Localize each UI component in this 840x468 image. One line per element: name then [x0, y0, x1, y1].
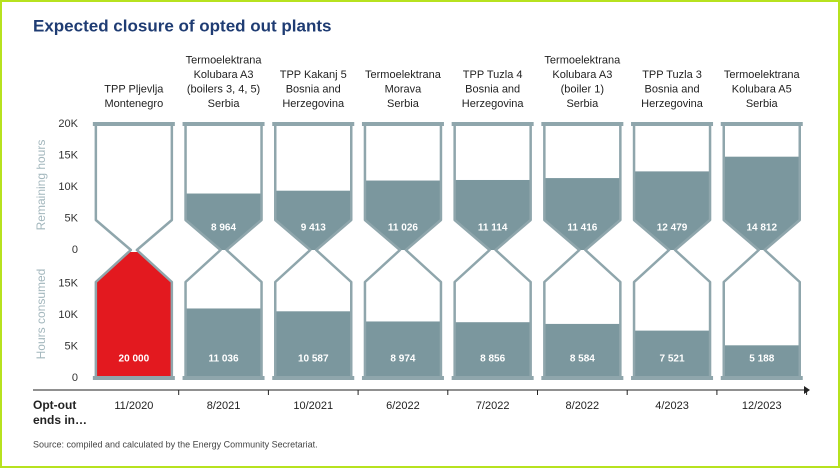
- value-label: 8 974: [390, 354, 415, 365]
- category-label: TPP Kakanj 5: [280, 69, 347, 81]
- category-label: Herzegovina: [641, 98, 704, 110]
- x-tick-label: 10/2021: [293, 400, 333, 412]
- axis-title: Remaining hours: [34, 140, 48, 231]
- y2-tick-label: 15K: [58, 277, 78, 289]
- chart-title: Expected closure of opted out plants: [33, 16, 331, 35]
- sand: [364, 321, 441, 378]
- category-label: Herzegovina: [462, 98, 525, 110]
- sand: [544, 323, 621, 378]
- category-label: Serbia: [387, 98, 420, 110]
- x-tick-label: 11/2020: [114, 400, 153, 412]
- y2-tick-label: 5K: [65, 340, 79, 352]
- category-label: TPP Tuzla 4: [463, 69, 523, 81]
- category-label: Kolubara A3: [194, 69, 254, 81]
- x-tick-label: 8/2021: [207, 400, 241, 412]
- value-label: 9 413: [301, 223, 326, 234]
- value-label: 5 188: [749, 354, 774, 365]
- category-label: Herzegovina: [282, 98, 345, 110]
- x-tick-label: 12/2023: [742, 400, 782, 412]
- value-label: 10 587: [298, 354, 329, 365]
- value-label: 12 479: [657, 223, 688, 234]
- value-label: 11 036: [209, 354, 239, 365]
- axis-title: Hours consumed: [34, 269, 48, 360]
- category-label: Termoelektrana: [724, 69, 801, 81]
- category-label: Bosnia and: [645, 83, 700, 95]
- y-tick-label: 0: [72, 244, 78, 256]
- value-label: 11 114: [478, 223, 508, 234]
- y-tick-label: 10K: [58, 181, 78, 193]
- category-label: (boilers 3, 4, 5): [187, 83, 260, 95]
- y2-tick-label: 10K: [58, 309, 78, 321]
- value-label: 11 026: [388, 223, 418, 234]
- category-label: Kolubara A3: [552, 69, 612, 81]
- value-label: 20 000: [119, 354, 150, 365]
- category-label: (boiler 1): [561, 83, 604, 95]
- sand: [454, 322, 531, 378]
- category-label: Serbia: [208, 98, 241, 110]
- value-label: 11 416: [567, 223, 597, 234]
- sand: [723, 345, 800, 378]
- sand: [185, 308, 262, 378]
- sand: [275, 311, 352, 378]
- value-label: 8 584: [570, 354, 595, 365]
- category-label: Termoelektrana: [186, 54, 263, 66]
- category-label: Morava: [385, 83, 423, 95]
- value-label: 14 812: [746, 223, 777, 234]
- x-tick-label: 8/2022: [566, 400, 600, 412]
- category-label: Termoelektrana: [365, 69, 442, 81]
- value-label: 8 856: [480, 354, 505, 365]
- category-label: Serbia: [746, 98, 779, 110]
- x-tick-label: 6/2022: [386, 400, 420, 412]
- value-label: 8 964: [211, 223, 236, 234]
- x-title: Opt-out: [33, 398, 76, 412]
- category-label: Serbia: [566, 98, 599, 110]
- category-label: Bosnia and: [286, 83, 341, 95]
- category-label: Bosnia and: [465, 83, 520, 95]
- sand: [95, 252, 172, 378]
- y-tick-label: 5K: [65, 212, 79, 224]
- y2-tick-label: 0: [72, 372, 78, 384]
- category-label: Montenegro: [104, 98, 163, 110]
- y-tick-label: 20K: [58, 118, 78, 130]
- category-label: Kolubara A5: [732, 83, 792, 95]
- y-tick-label: 15K: [58, 149, 78, 161]
- value-label: 7 521: [660, 354, 685, 365]
- x-tick-label: 4/2023: [655, 400, 689, 412]
- x-tick-label: 7/2022: [476, 400, 510, 412]
- sand: [634, 330, 711, 378]
- category-label: TPP Tuzla 3: [642, 69, 702, 81]
- category-label: Termoelektrana: [544, 54, 621, 66]
- x-title: ends in…: [33, 413, 87, 427]
- category-label: TPP Pljevlja: [104, 83, 164, 95]
- source: Source: compiled and calculated by the E…: [33, 439, 318, 449]
